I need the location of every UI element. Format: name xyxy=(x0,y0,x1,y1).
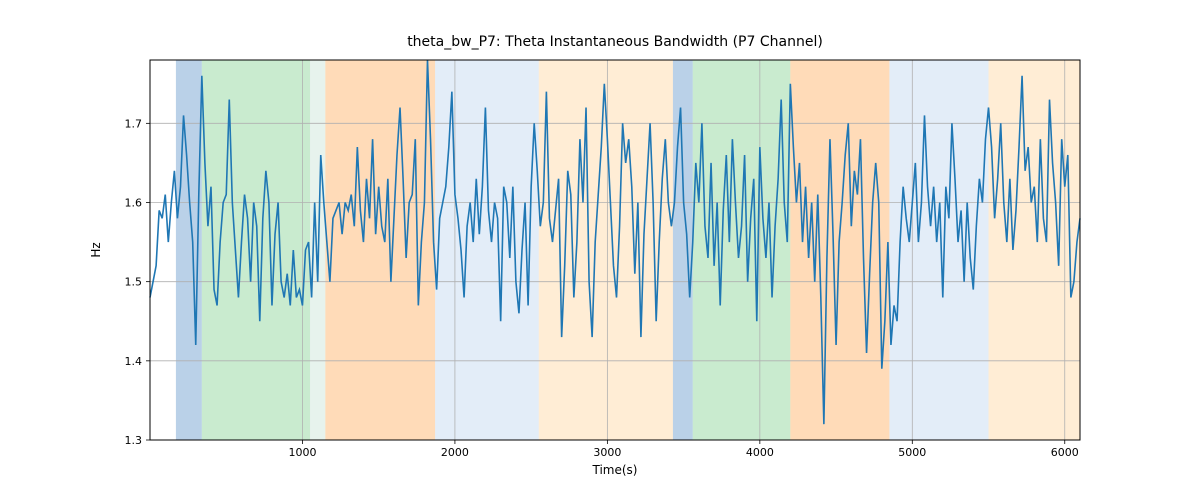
xtick-label: 3000 xyxy=(593,446,621,459)
shaded-region xyxy=(889,60,988,440)
ytick-label: 1.4 xyxy=(125,355,143,368)
x-axis-label: Time(s) xyxy=(592,463,638,477)
shaded-region xyxy=(673,60,693,440)
chart-title: theta_bw_P7: Theta Instantaneous Bandwid… xyxy=(407,34,823,50)
xtick-label: 1000 xyxy=(288,446,316,459)
chart-container: 1000 2000 3000 4000 5000 6000 1.3 1.4 1.5 1.6 1.7… xyxy=(0,0,1200,500)
ytick-label: 1.5 xyxy=(125,276,143,289)
ytick-label: 1.3 xyxy=(125,434,143,447)
ytick-label: 1.6 xyxy=(125,197,143,210)
y-ticks: 1.3 1.4 1.5 1.6 1.7 xyxy=(125,117,151,447)
line-chart-svg: 1000 2000 3000 4000 5000 6000 1.3 1.4 1.5 1.6 1.7… xyxy=(0,0,1200,500)
xtick-label: 2000 xyxy=(441,446,469,459)
y-axis-label: Hz xyxy=(89,242,103,257)
ytick-label: 1.7 xyxy=(125,117,143,130)
x-ticks: 1000 2000 3000 4000 5000 6000 xyxy=(288,440,1078,459)
shaded-region xyxy=(989,60,1080,440)
shaded-region xyxy=(325,60,435,440)
xtick-label: 4000 xyxy=(746,446,774,459)
xtick-label: 5000 xyxy=(898,446,926,459)
shaded-region xyxy=(790,60,889,440)
xtick-label: 6000 xyxy=(1051,446,1079,459)
